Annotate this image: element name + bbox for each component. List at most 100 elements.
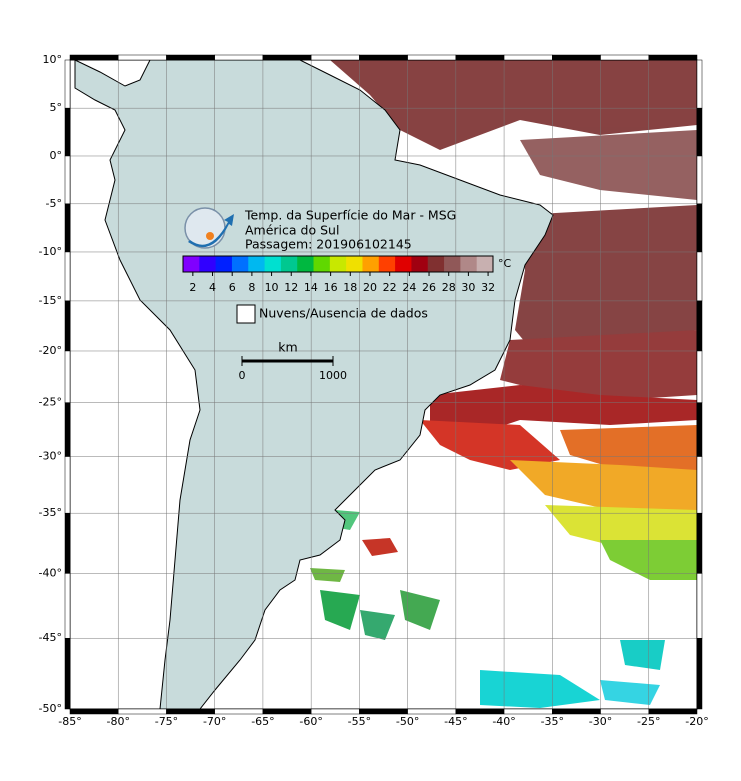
x-tick-label: -50° <box>396 715 419 728</box>
x-tick-label: -65° <box>251 715 274 728</box>
frame-bar <box>64 203 71 253</box>
sst-patch <box>560 425 697 470</box>
y-tick-label: 10° <box>43 53 63 66</box>
frame-bars <box>64 54 703 715</box>
x-tick-label: -40° <box>492 715 515 728</box>
y-tick-label: -50° <box>39 702 62 715</box>
colorbar-tick-label: 14 <box>304 281 318 294</box>
sst-field <box>310 60 697 708</box>
sst-patch <box>600 680 660 705</box>
colorbar-segment <box>264 256 282 272</box>
y-tick-label: -10° <box>39 245 62 258</box>
frame-bar <box>310 54 360 61</box>
colorbar-segment <box>280 256 298 272</box>
x-tick-label: -60° <box>299 715 322 728</box>
colorbar-segment <box>329 256 347 272</box>
x-tick-label: -85° <box>58 715 81 728</box>
title-line: América do Sul <box>245 223 339 238</box>
colorbar-tick-label: 22 <box>383 281 397 294</box>
frame-bar <box>214 708 264 715</box>
sst-patch <box>320 590 360 630</box>
colorbar-segment <box>297 256 315 272</box>
frame-bar <box>117 708 167 715</box>
colorbar-segment <box>313 256 331 272</box>
frame-bar <box>64 402 71 457</box>
frame-bar <box>600 708 650 715</box>
sst-patch <box>400 590 440 630</box>
frame-bar <box>696 350 703 403</box>
colorbar-segment <box>427 256 445 272</box>
sst-patch <box>480 670 600 708</box>
colorbar-tick-label: 2 <box>189 281 196 294</box>
frame-bar <box>262 54 312 61</box>
colorbar-segment <box>395 256 412 272</box>
colorbar-unit: °C <box>498 257 512 270</box>
frame-bar <box>455 54 505 61</box>
y-tick-label: -35° <box>39 506 62 519</box>
frame-bar <box>64 512 71 574</box>
sst-patch <box>330 60 697 150</box>
colorbar-tick-label: 32 <box>481 281 495 294</box>
legend-swatch <box>236 304 256 324</box>
frame-bar <box>600 54 650 61</box>
colorbar-segment <box>460 256 478 272</box>
frame-bar <box>262 708 312 715</box>
logo <box>184 207 234 249</box>
x-tick-label: -30° <box>589 715 612 728</box>
colorbar-segment <box>215 256 233 272</box>
colorbar-tick-label: 18 <box>343 281 357 294</box>
colorbar-segment <box>444 256 461 272</box>
title-line: Temp. da Superfície do Mar - MSG <box>244 208 456 223</box>
frame-bar <box>166 54 215 61</box>
colorbar-tick-label: 6 <box>229 281 236 294</box>
colorbar-tick-label: 4 <box>209 281 216 294</box>
x-tick-label: -75° <box>155 715 178 728</box>
y-tick-label: -15° <box>39 294 62 307</box>
sst-patch <box>310 568 345 582</box>
sst-patch <box>362 538 398 556</box>
frame-bar <box>64 573 71 639</box>
frame-bar <box>696 300 703 352</box>
frame-bar <box>455 708 505 715</box>
colorbar-frame <box>182 255 494 273</box>
frame-bar <box>648 54 698 61</box>
colorbar-tick-label: 8 <box>248 281 255 294</box>
colorbar-tick-label: 12 <box>284 281 298 294</box>
frame-bar <box>696 512 703 574</box>
frame-bar <box>696 251 703 302</box>
sst-patch <box>510 460 697 515</box>
colorbar-tick-label: 16 <box>324 281 338 294</box>
scale-unit: km <box>278 340 297 355</box>
x-tick-label: -45° <box>444 715 467 728</box>
frame-bar <box>310 708 360 715</box>
frame-bar <box>407 708 457 715</box>
colorbar-tick-label: 24 <box>402 281 416 294</box>
frame-bar <box>64 251 71 302</box>
legend-label: Nuvens/Ausencia de dados <box>259 306 428 321</box>
colorbar-tick-label: 26 <box>422 281 436 294</box>
sst-patch <box>545 505 697 550</box>
frame-bar <box>117 54 167 61</box>
colorbar-segment <box>248 256 266 272</box>
frame-bar <box>552 54 601 61</box>
title-line: Passagem: 201906102145 <box>245 237 412 252</box>
frame-bar <box>64 637 71 710</box>
colorbar-tick-label: 20 <box>363 281 377 294</box>
frame-bar <box>64 456 71 514</box>
sst-patch <box>600 540 697 580</box>
colorbar-segment <box>378 256 396 272</box>
frame-bar <box>696 59 703 109</box>
colorbar-tick-label: 28 <box>442 281 456 294</box>
colorbar-tick-label: 10 <box>265 281 279 294</box>
x-tick-label: -25° <box>637 715 660 728</box>
frame-bar <box>69 708 119 715</box>
colorbar-tick-label: 30 <box>461 281 475 294</box>
colorbar-segment <box>411 256 429 272</box>
colorbar-segment <box>346 256 363 272</box>
scale-bar: 0 1000 <box>239 356 347 382</box>
frame-bar <box>648 708 698 715</box>
y-tick-label: -30° <box>39 450 62 463</box>
y-tick-label: 0° <box>50 149 63 162</box>
frame-bar <box>503 54 553 61</box>
